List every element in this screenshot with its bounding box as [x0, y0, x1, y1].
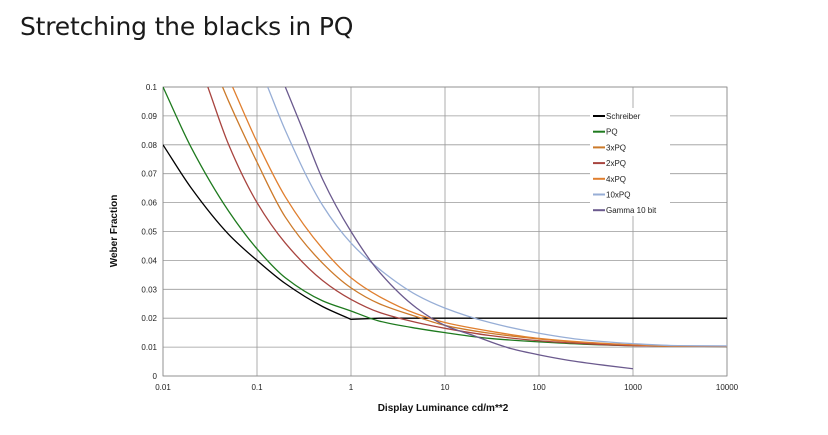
x-tick-label: 1000	[624, 383, 642, 392]
y-tick-label: 0.03	[141, 285, 157, 294]
y-tick-label: 0.04	[141, 256, 157, 265]
y-tick-label: 0.06	[141, 199, 157, 208]
y-tick-label: 0.1	[146, 83, 158, 92]
legend-label-2xpq: 2xPQ	[606, 159, 626, 168]
legend-label-schreiber: Schreiber	[606, 112, 641, 121]
x-tick-label: 0.01	[155, 383, 171, 392]
legend-label-4xpq: 4xPQ	[606, 175, 626, 184]
y-tick-label: 0.07	[141, 170, 157, 179]
x-tick-label: 0.1	[251, 383, 263, 392]
x-tick-label: 10	[441, 383, 450, 392]
y-tick-label: 0.08	[141, 141, 157, 150]
legend-label-pq: PQ	[606, 128, 618, 137]
x-tick-label: 1	[349, 383, 354, 392]
y-tick-label: 0.01	[141, 343, 157, 352]
x-tick-label: 100	[532, 383, 546, 392]
legend-label-gamma-10-bit: Gamma 10 bit	[606, 206, 657, 215]
series-line-schreiber	[163, 144, 727, 321]
series-line-10xpq	[267, 87, 727, 347]
legend: Schreiber PQ 3xPQ 2xPQ 4xPQ 10xPQ Gamma 10 bit	[590, 108, 670, 216]
y-tick-label: 0.09	[141, 112, 157, 121]
y-axis-title: Weber Fraction	[109, 195, 120, 268]
plot-frame	[162, 86, 728, 377]
y-tick-label: 0.02	[141, 314, 157, 323]
x-tick-label: 10000	[716, 383, 739, 392]
x-axis-title: Display Luminance cd/m**2	[378, 403, 509, 414]
series-line-4xpq	[231, 87, 727, 347]
tick-labels: 0 0.01 0.02 0.03 0.04 0.05 0.06 0.07 0.08 0.09 0.1…	[141, 83, 738, 392]
series-line-gamma-10-bit	[284, 87, 634, 370]
legend-label-3xpq: 3xPQ	[606, 143, 626, 152]
y-tick-label: 0.05	[141, 228, 157, 237]
series-line-2xpq	[207, 87, 727, 348]
series-layer	[163, 87, 727, 370]
legend-box	[590, 108, 670, 216]
y-tick-label: 0	[153, 372, 158, 381]
slide-title: Stretching the blacks in PQ	[20, 12, 354, 41]
legend-label-10xpq: 10xPQ	[606, 191, 630, 200]
